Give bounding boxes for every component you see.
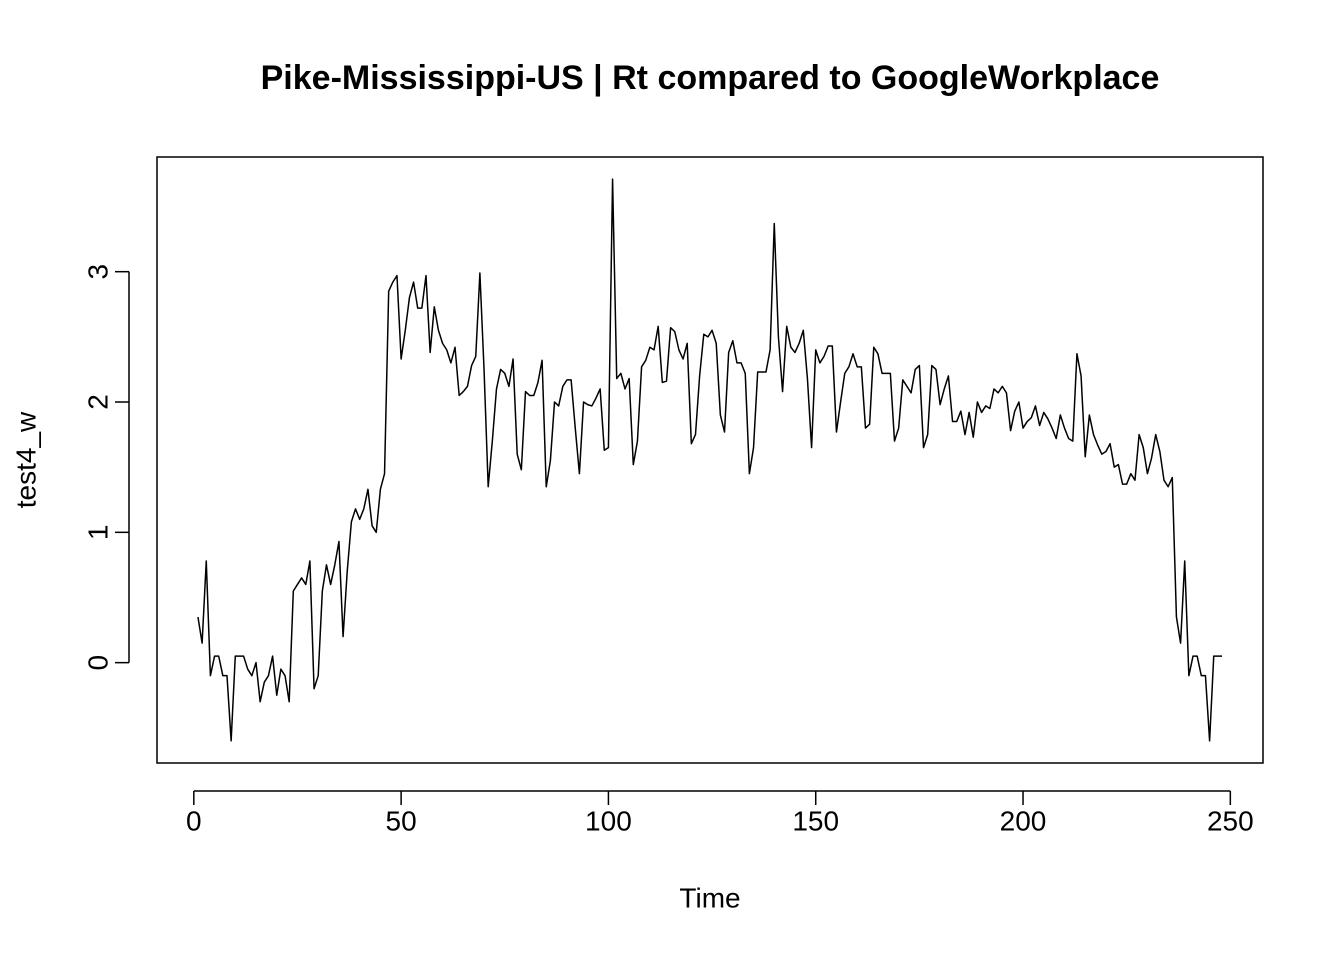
x-tick-label: 50 xyxy=(386,805,417,836)
y-tick-label: 3 xyxy=(82,264,113,280)
chart-title: Pike-Mississippi-US | Rt compared to Goo… xyxy=(261,59,1160,97)
x-tick-label: 0 xyxy=(186,805,202,836)
x-axis-label: Time xyxy=(679,882,740,913)
x-tick-label: 200 xyxy=(1000,805,1047,836)
x-tick-label: 100 xyxy=(585,805,632,836)
y-axis-label: test4_w xyxy=(10,411,41,508)
y-tick-label: 2 xyxy=(82,394,113,410)
plot-box xyxy=(156,156,1264,764)
series-line xyxy=(197,178,1223,742)
x-tick-label: 150 xyxy=(792,805,839,836)
x-tick-label: 250 xyxy=(1207,805,1254,836)
y-tick-label: 1 xyxy=(82,525,113,541)
y-tick-label: 0 xyxy=(82,655,113,671)
